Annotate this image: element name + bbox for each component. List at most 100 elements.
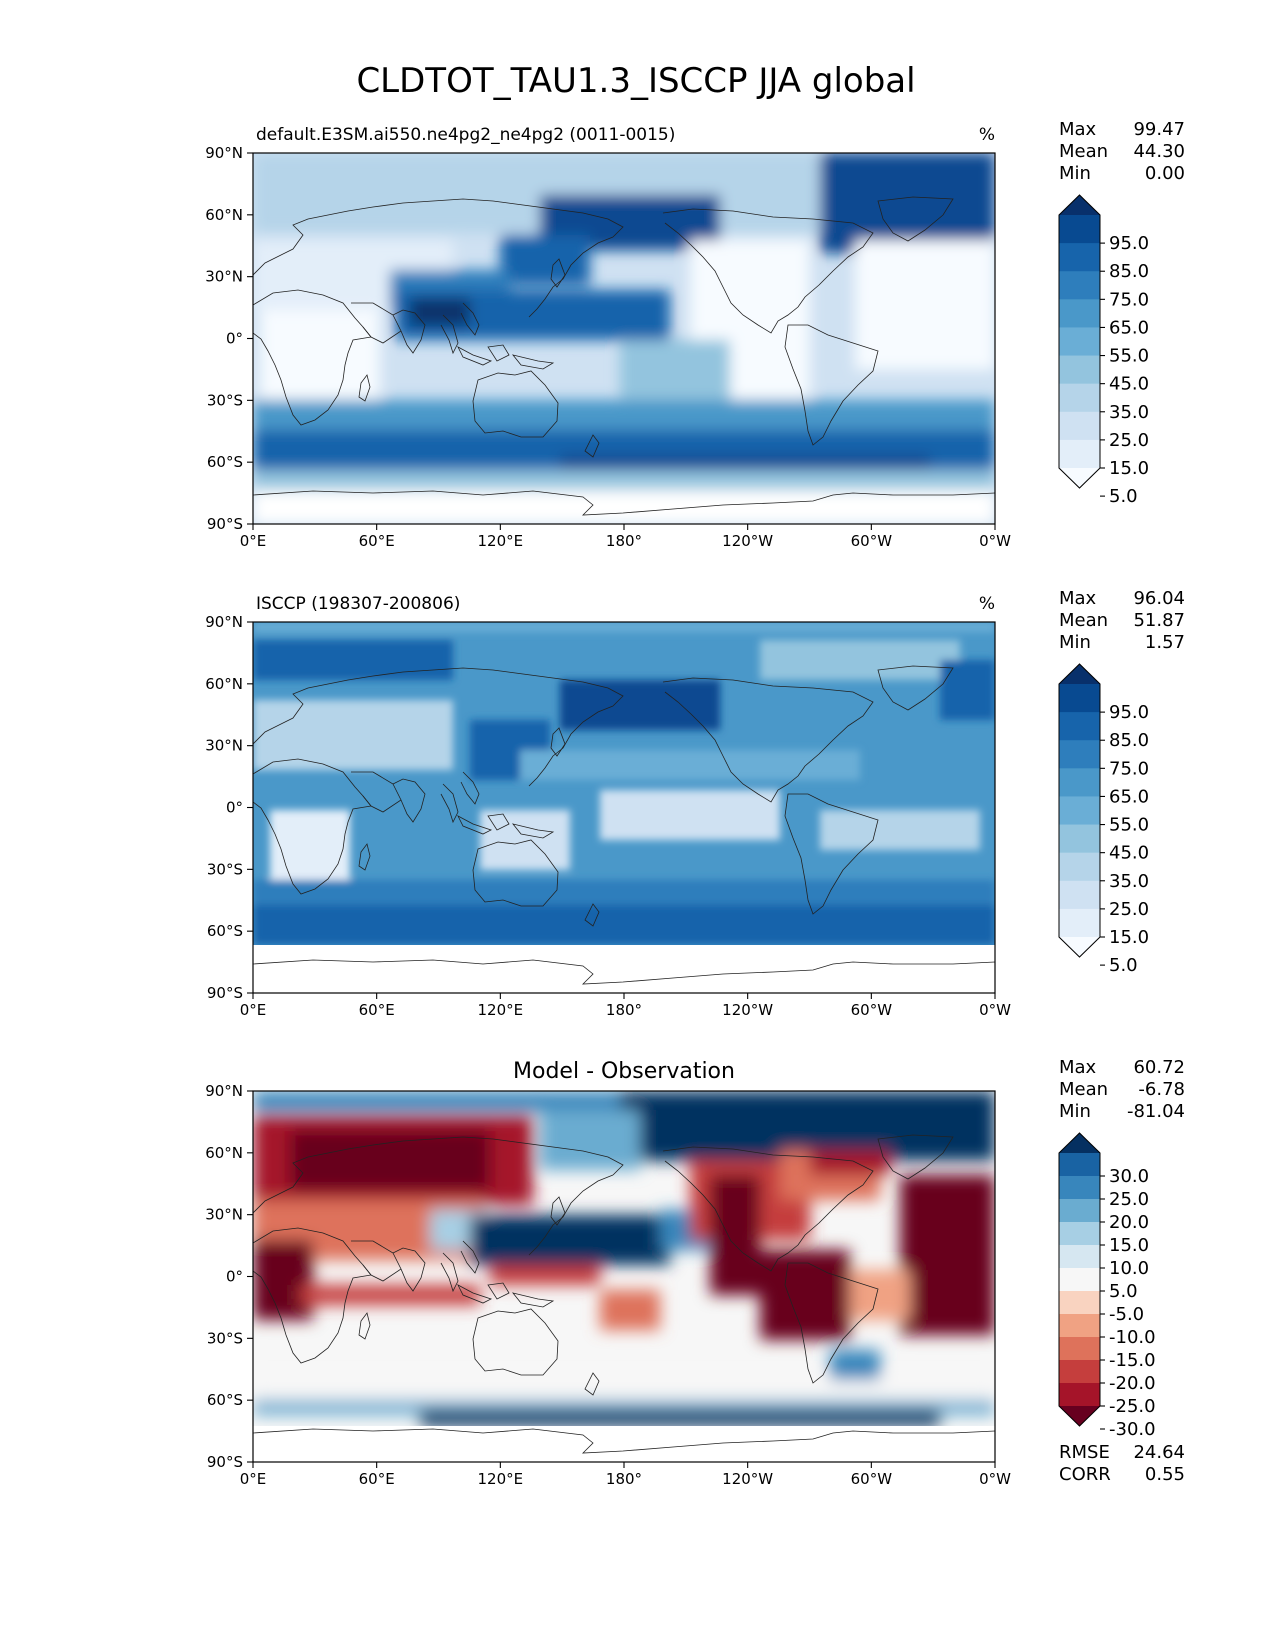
y-tick-label: 30°N [205, 268, 243, 286]
colorbar-label: 65.0 [1109, 786, 1149, 807]
stat-mean-label: Mean [1059, 1079, 1108, 1100]
y-tick-label: 60°S [207, 453, 243, 471]
map-model [253, 153, 995, 524]
stat-mean-label: Mean [1059, 141, 1108, 162]
y-tick-label: 60°N [205, 1144, 243, 1162]
y-tick-label: 90°N [205, 613, 243, 631]
colorbar-segment [1059, 1314, 1100, 1338]
x-tick-label: 60°W [851, 1001, 893, 1019]
y-tick-label: 30°S [207, 391, 243, 409]
y-tick-label: 30°N [205, 1206, 243, 1224]
colorbar-segment [1059, 908, 1100, 938]
y-tick-label: 30°S [207, 860, 243, 878]
colorbar-segment [1059, 1360, 1100, 1384]
y-tick-label: 60°N [205, 675, 243, 693]
colorbar-label: -5.0 [1109, 1304, 1144, 1325]
colorbar-label: 25.0 [1109, 1189, 1149, 1210]
colorbar-label: 25.0 [1109, 430, 1149, 451]
stat-min-value: -81.04 [1127, 1101, 1185, 1122]
colorbar-label: -25.0 [1109, 1396, 1156, 1417]
panel-units: % [979, 594, 995, 614]
x-tick-label: 60°E [359, 1470, 395, 1488]
x-tick-label: 120°W [722, 532, 773, 550]
y-tick-label: 30°N [205, 737, 243, 755]
colorbar-extend-max [1059, 664, 1100, 684]
colorbar-difference: 30.025.020.015.010.05.0-5.0-10.0-15.0-20… [1058, 1132, 1156, 1440]
stat-rmse-value: 24.64 [1133, 1442, 1185, 1463]
panel-left-title: ISCCP (198307-200806) [256, 594, 460, 614]
colorbar-label: 85.0 [1109, 730, 1149, 751]
x-tick-label: 120°E [478, 1470, 524, 1488]
colorbar-label: -10.0 [1109, 1327, 1156, 1348]
colorbar-label: 85.0 [1109, 261, 1149, 282]
colorbar-segment [1059, 852, 1100, 882]
colorbar-label: 5.0 [1109, 955, 1138, 976]
x-tick-label: 120°E [478, 1001, 524, 1019]
stat-corr-value: 0.55 [1145, 1464, 1185, 1485]
colorbar-label: -30.0 [1109, 1419, 1156, 1440]
colorbar-segment [1059, 740, 1100, 769]
colorbar-extend-max [1059, 195, 1100, 215]
x-tick-label: 60°E [359, 532, 395, 550]
colorbar-segment [1059, 215, 1100, 244]
colorbar-segment [1059, 327, 1100, 357]
colorbar-segment [1059, 243, 1100, 272]
colorbar-label: 30.0 [1109, 1166, 1149, 1187]
colorbar-segment [1059, 271, 1100, 300]
x-tick-label: 0°E [240, 1001, 267, 1019]
stat-max-label: Max [1059, 1057, 1097, 1078]
colorbar-segment [1059, 824, 1100, 854]
colorbar-label: 25.0 [1109, 899, 1149, 920]
colorbar-model: 95.0 85.0 75.0 65.0 55.0 45.0 35.0 25.0 15.0 5.0 [1058, 194, 1149, 507]
stat-mean-label: Mean [1059, 610, 1108, 631]
stat-max-label: Max [1059, 119, 1097, 140]
colorbar-label: 55.0 [1109, 346, 1149, 367]
x-tick-label: 60°E [359, 1001, 395, 1019]
colorbar-label: 15.0 [1109, 927, 1149, 948]
colorbar-segment [1059, 1222, 1100, 1246]
colorbar-label: 5.0 [1109, 1281, 1138, 1302]
colorbar-label: 20.0 [1109, 1212, 1149, 1233]
figure-title: CLDTOT_TAU1.3_ISCCP JJA global [356, 61, 915, 101]
colorbar-label: 10.0 [1109, 1258, 1149, 1279]
stat-max-label: Max [1059, 588, 1097, 609]
colorbar-segment [1059, 299, 1100, 328]
colorbar-label: 45.0 [1109, 374, 1149, 395]
x-tick-label: 60°W [851, 1470, 893, 1488]
stat-max-value: 96.04 [1133, 588, 1185, 609]
colorbar-segment [1059, 439, 1100, 469]
colorbar-segment [1059, 1337, 1100, 1361]
y-tick-label: 60°S [207, 1391, 243, 1409]
colorbar-label: 95.0 [1109, 702, 1149, 723]
colorbar-extend-max [1059, 1133, 1100, 1153]
colorbar-label: -15.0 [1109, 1350, 1156, 1371]
y-tick-label: 0° [226, 330, 243, 348]
x-tick-label: 60°W [851, 532, 893, 550]
colorbar-segment [1059, 880, 1100, 910]
y-axis: 90°N 60°N 30°N 0° 30°S 60°S 90°S [205, 1082, 253, 1471]
colorbar-segment [1059, 768, 1100, 797]
colorbar-label: 75.0 [1109, 289, 1149, 310]
colorbar-label: 35.0 [1109, 402, 1149, 423]
colorbar-label: 35.0 [1109, 871, 1149, 892]
map-observation [253, 622, 995, 993]
panel-left-title: default.E3SM.ai550.ne4pg2_ne4pg2 (0011-0… [256, 125, 675, 145]
y-tick-label: 90°S [207, 515, 243, 533]
y-tick-label: 90°S [207, 1453, 243, 1471]
stat-mean-value: 51.87 [1133, 610, 1185, 631]
x-axis: 0°E 60°E 120°E 180° 120°W 60°W 0°W [240, 524, 1011, 550]
x-tick-label: 0°E [240, 1470, 267, 1488]
colorbar-segment [1059, 1176, 1100, 1200]
colorbar-label: -20.0 [1109, 1373, 1156, 1394]
y-tick-label: 0° [226, 1268, 243, 1286]
x-tick-label: 0°E [240, 532, 267, 550]
panel-observation: ISCCP (198307-200806) % [205, 588, 1185, 1019]
colorbar-label: 5.0 [1109, 486, 1138, 507]
map-difference [253, 1091, 995, 1462]
colorbar-label: 65.0 [1109, 317, 1149, 338]
x-tick-label: 120°W [722, 1001, 773, 1019]
colorbar-extend-min [1059, 468, 1100, 488]
colorbar-label: 95.0 [1109, 233, 1149, 254]
colorbar-segment [1059, 712, 1100, 741]
